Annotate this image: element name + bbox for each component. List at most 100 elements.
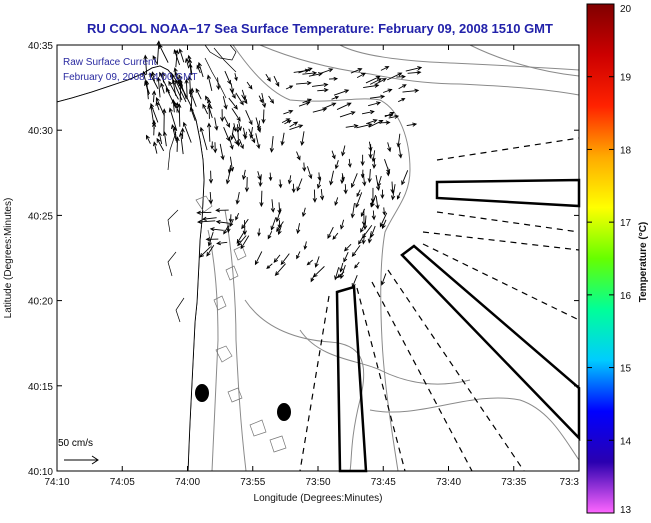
current-vector [241,94,248,105]
current-vector [356,189,361,198]
current-vector [208,191,213,205]
current-vector [209,227,224,232]
current-vector [341,145,346,157]
x-axis: 74:10 74:05 74:00 73:55 73:50 73:45 73:40 73:35… [44,45,580,488]
current-vector [229,219,234,227]
current-vector [178,131,184,155]
current-vector [187,75,192,98]
current-vector [206,74,213,91]
current-vector [156,137,165,152]
current-vector [249,127,254,139]
x-tick-label: 74:05 [110,477,135,488]
current-vector [237,235,247,247]
current-vector [156,76,161,98]
x-tick-label: 73:55 [240,477,265,488]
current-vector [340,174,345,185]
current-vector [189,88,197,107]
current-vector [265,73,271,83]
current-vector [298,101,311,107]
current-vector [384,112,395,118]
colorbar-tick-label: 15 [620,364,632,375]
current-vector [184,57,190,69]
scale-label: 50 cm/s [58,438,93,449]
current-vector [367,231,372,244]
bathymetry-contours [207,44,580,472]
current-vector [234,73,238,82]
current-vector [308,72,323,77]
current-vector [199,126,208,151]
current-vector [360,154,365,167]
current-vector [296,251,301,260]
y-axis: 40:35 40:30 40:25 40:20 40:15 40:10 [28,41,579,478]
colorbar-tick-label: 14 [620,436,632,447]
current-vector [180,127,185,139]
current-vector [284,120,292,125]
y-tick-label: 40:35 [28,41,53,52]
current-vector [329,170,334,186]
scale-vector [64,455,99,465]
current-vector [177,103,182,127]
current-vector [370,194,377,208]
current-vector [361,209,367,227]
x-axis-label: Longitude (Degrees:Minutes) [254,493,383,504]
current-vector [360,224,365,233]
current-vector [345,123,359,129]
current-vector [278,179,283,189]
current-vector [206,245,215,257]
current-vector [280,253,290,266]
current-vector [369,94,386,99]
current-vector [300,131,305,146]
current-vector [343,243,352,252]
current-vector [368,120,384,128]
current-vector [270,217,277,231]
current-vector [266,263,273,270]
current-vector [387,142,392,153]
current-vector [406,122,418,127]
current-vector [151,90,157,103]
current-vector [232,123,237,132]
current-vector [261,92,267,109]
current-vector [257,171,262,181]
current-vector [303,241,308,250]
current-vector [189,106,196,121]
current-vector [319,68,334,74]
current-vector [235,191,240,205]
current-vector [145,134,151,144]
current-vector [157,131,163,145]
current-vector [196,210,212,215]
current-vector [401,170,409,186]
x-tick-label: 74:10 [44,477,69,488]
current-vector [396,191,401,200]
current-vector [405,66,423,72]
current-vector [355,192,363,209]
colorbar-tick-label: 18 [620,145,632,156]
shore-detail [167,47,237,323]
current-vector [173,67,180,84]
current-vector [368,144,373,159]
current-vector [255,117,262,133]
current-vector [228,97,238,110]
current-vector [142,70,150,96]
current-vector [317,172,322,181]
current-vector [387,72,403,81]
colorbar-tick-label: 19 [620,73,632,84]
current-vector [331,96,340,100]
current-vector [319,189,325,201]
current-vector [351,274,358,289]
current-vector [367,168,372,184]
current-vector [369,78,383,85]
current-vector [244,177,250,193]
current-vector [149,104,155,129]
current-vector [237,120,242,132]
current-vector [259,190,264,208]
current-vector [365,75,381,84]
current-vector [236,231,245,244]
current-vector [296,178,303,192]
current-vector [291,183,296,194]
current-vector [241,169,247,181]
current-vector [301,207,306,218]
current-vector [277,220,282,229]
current-vector [339,111,356,118]
current-vector [226,223,231,234]
current-vector [208,170,214,184]
